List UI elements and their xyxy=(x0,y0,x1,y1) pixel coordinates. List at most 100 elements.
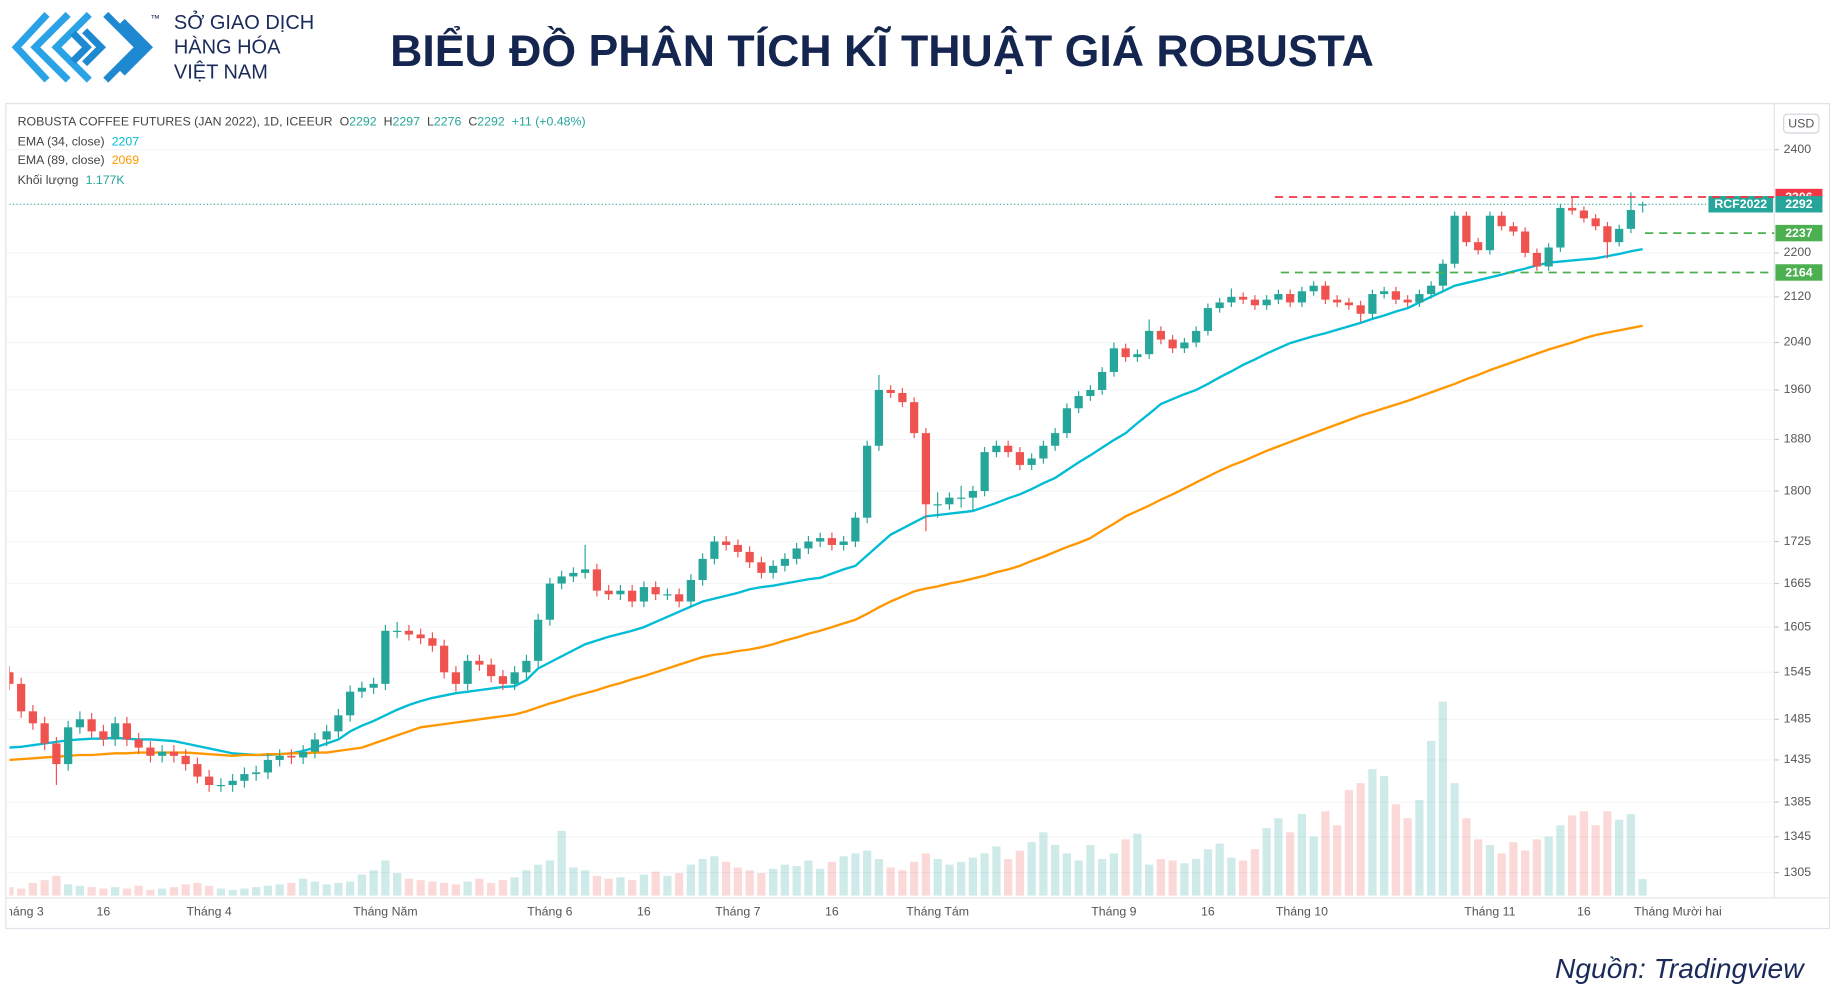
candle-body xyxy=(592,569,602,591)
candle-body xyxy=(1109,348,1119,372)
candle-body xyxy=(980,452,989,492)
candle-body xyxy=(463,660,472,684)
logo-text: SỞ GIAO DỊCH xyxy=(174,10,314,34)
candle-body xyxy=(1485,215,1495,251)
volume-bar xyxy=(357,874,367,896)
volume-bar xyxy=(487,882,496,896)
candle-body xyxy=(263,759,273,773)
candle-body xyxy=(863,445,872,518)
volume-bar xyxy=(816,868,825,896)
volume-bar xyxy=(1215,843,1224,896)
volume-bar xyxy=(440,882,449,896)
volume-bar xyxy=(1051,844,1060,896)
volume-bar xyxy=(1356,783,1365,896)
candle-body xyxy=(205,776,214,786)
candle-body xyxy=(1368,294,1377,314)
volume-bar xyxy=(1333,825,1342,896)
candle-body xyxy=(1145,330,1154,355)
candle-body xyxy=(17,683,26,712)
candle-body xyxy=(1262,299,1271,306)
volume-bar xyxy=(592,875,602,896)
candle-body xyxy=(1192,330,1201,343)
plot-area xyxy=(9,192,1775,896)
volume-bar xyxy=(1133,833,1142,896)
candle-body xyxy=(827,538,837,545)
candle-body xyxy=(393,630,402,632)
volume-bar xyxy=(1086,844,1095,896)
ohlc-label: O xyxy=(340,115,350,129)
y-tick-label: 1345 xyxy=(1784,829,1812,843)
ohlc-label: H xyxy=(384,115,393,129)
volume-bar xyxy=(475,878,484,896)
volume-bar xyxy=(510,877,519,896)
candle-body xyxy=(522,660,531,673)
candle-body xyxy=(1027,458,1036,465)
candle-body xyxy=(1098,371,1107,390)
candle-body xyxy=(1121,348,1130,358)
volume-bar xyxy=(1309,836,1318,896)
volume-bar xyxy=(1497,853,1506,896)
candle-body xyxy=(1438,263,1448,286)
legend-value: 2207 xyxy=(112,135,140,149)
candle-body xyxy=(1203,308,1213,331)
candle-body xyxy=(1286,294,1295,303)
candle-body xyxy=(804,541,813,549)
volume-bar xyxy=(1474,839,1483,896)
candle-body xyxy=(1344,302,1354,306)
price-tags: 230622372164RCF20222292 xyxy=(1708,188,1823,281)
volume-bar xyxy=(1556,825,1565,896)
volume-bar xyxy=(1156,859,1166,896)
candle-body xyxy=(686,579,696,602)
candle-body xyxy=(1274,294,1283,300)
volume-bar xyxy=(1638,879,1647,896)
x-tick-label: Tháng Mười hai xyxy=(1634,904,1722,918)
volume-bar xyxy=(957,861,966,896)
candle-body xyxy=(1133,354,1142,358)
candle-body xyxy=(1380,291,1389,295)
symbol: ROBUSTA COFFEE FUTURES (JAN 2022), 1D, I… xyxy=(18,115,333,129)
y-tick-label: 1800 xyxy=(1784,483,1812,497)
volume-bar xyxy=(1168,860,1177,896)
volume-bar xyxy=(1450,783,1459,896)
candle-body xyxy=(111,723,120,740)
volume-bar xyxy=(1203,849,1213,896)
volume-bar xyxy=(792,866,801,896)
candle-body xyxy=(1603,226,1612,243)
candle-body xyxy=(1156,330,1166,340)
volume-bar xyxy=(1368,769,1377,896)
volume-bar xyxy=(1062,853,1072,896)
volume-bar xyxy=(111,887,120,896)
ema-line xyxy=(9,247,1643,757)
y-tick-label: 1725 xyxy=(1784,534,1812,548)
volume-bar xyxy=(322,884,331,896)
volume-bar xyxy=(616,877,625,896)
volume-bar xyxy=(639,874,649,896)
candle-body xyxy=(1403,299,1412,303)
candle-body xyxy=(745,551,754,563)
currency-box xyxy=(1783,113,1820,134)
candle-body xyxy=(816,538,825,542)
volume-bar xyxy=(1603,811,1612,896)
candle-body xyxy=(616,590,625,595)
volume-bar xyxy=(827,861,837,896)
candle-body xyxy=(534,619,543,661)
volume-bar xyxy=(181,884,190,896)
last-price-label: 2292 xyxy=(1785,197,1813,211)
volume-bar xyxy=(275,884,284,896)
candle-body xyxy=(75,719,85,728)
volume-bar xyxy=(498,880,508,896)
candle-body xyxy=(1074,396,1083,409)
volume-bar xyxy=(733,867,743,896)
candle-body xyxy=(1450,215,1459,264)
volume-bar xyxy=(851,853,860,896)
candle-body xyxy=(581,569,590,573)
volume-bar xyxy=(992,846,1001,896)
candle-body xyxy=(792,548,801,559)
y-tick-label: 1665 xyxy=(1784,576,1812,590)
candle-body xyxy=(569,572,578,577)
y-tick-label: 1880 xyxy=(1784,432,1812,446)
candle-body xyxy=(169,751,179,756)
y-tick-label: 2120 xyxy=(1784,289,1812,303)
volume-bar xyxy=(1027,842,1036,896)
